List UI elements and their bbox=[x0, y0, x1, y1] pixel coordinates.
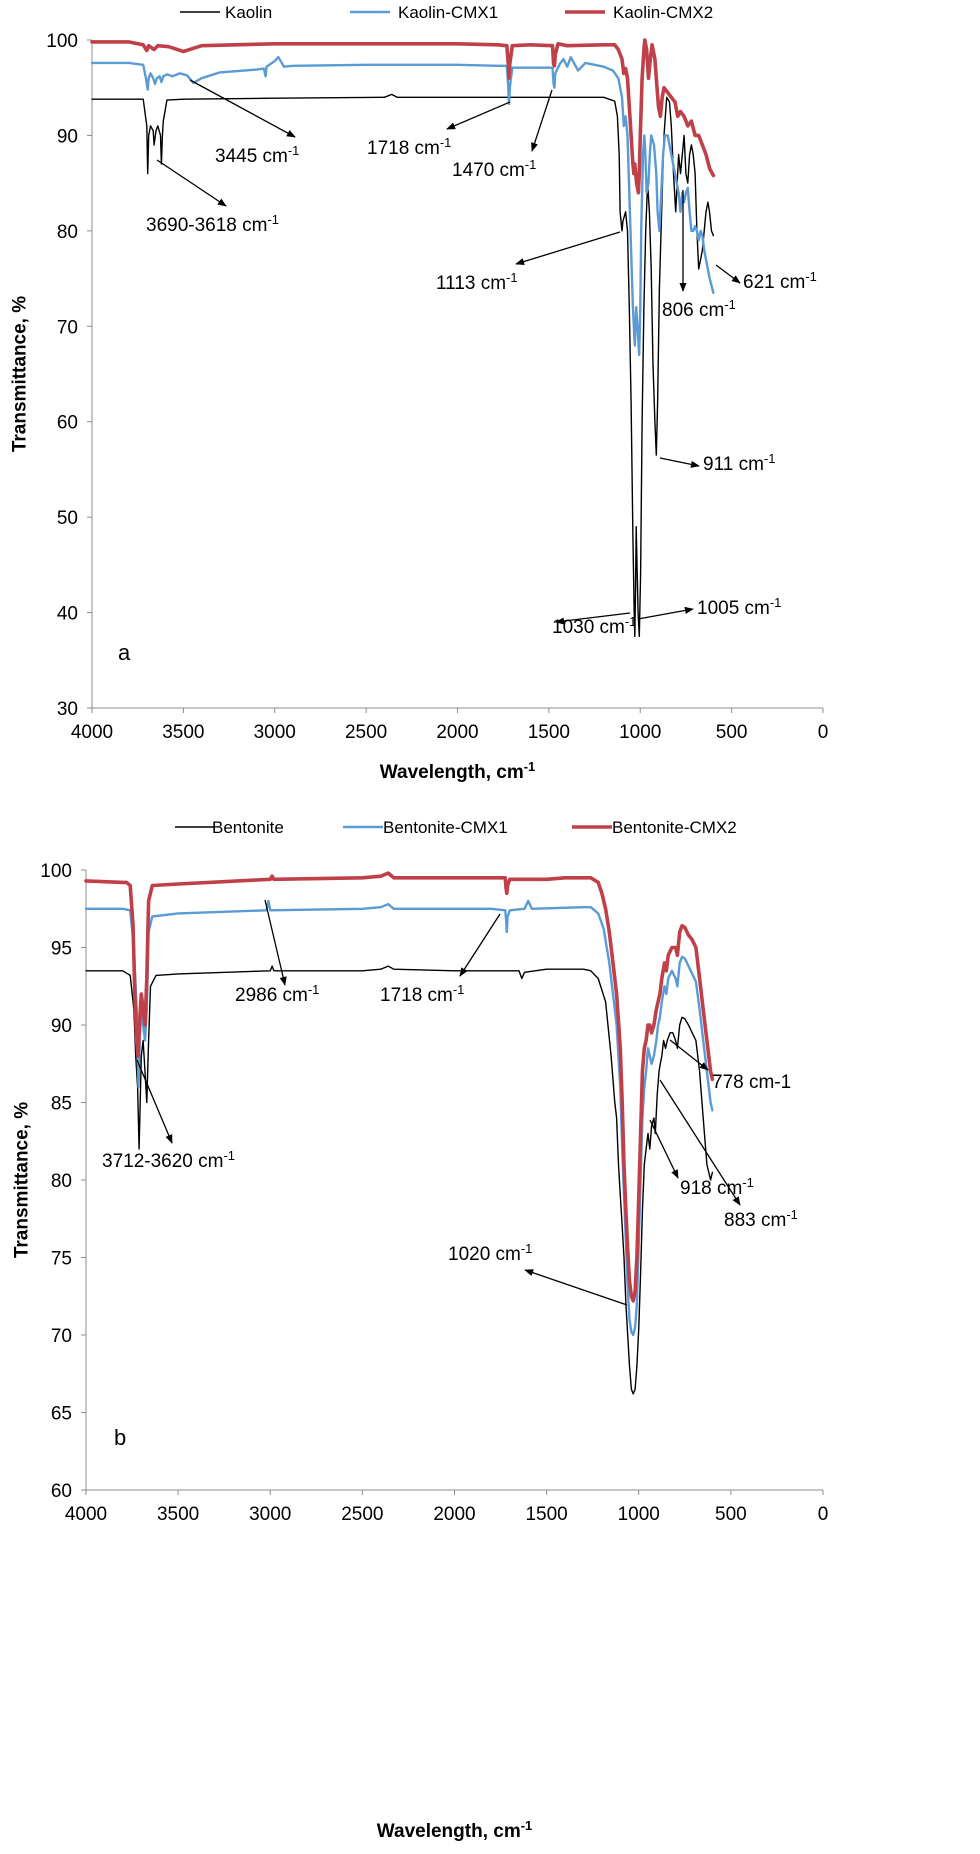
panel-a-chart: 4000 3500 3000 2500 2000 1500 1000 500 0 30 40 50 60… bbox=[10, 3, 829, 783]
x-tick-label: 3500 bbox=[162, 722, 204, 743]
peak-annotation-arrow bbox=[446, 101, 511, 130]
x-tick-label: 2500 bbox=[345, 722, 387, 743]
x-tick-label: 3000 bbox=[249, 1504, 291, 1525]
peak-annotation-arrow bbox=[715, 264, 741, 284]
legend-label-kaolin: Kaolin bbox=[225, 3, 272, 22]
peak-annotation-arrow bbox=[531, 89, 553, 152]
peak-annotation-label: 1005 cm-1 bbox=[697, 595, 781, 619]
x-tick-label: 2000 bbox=[433, 1504, 475, 1525]
peak-annotation-label: 3445 cm-1 bbox=[215, 143, 299, 167]
panel-b-chart: 4000 3500 3000 2500 2000 1500 1000 500 0 60 65 70 75… bbox=[12, 818, 829, 1842]
peak-annotation-label: 621 cm-1 bbox=[743, 269, 817, 293]
y-tick-label: 90 bbox=[51, 1016, 72, 1037]
y-tick-label: 40 bbox=[57, 604, 78, 625]
peak-annotation-label: 1113 cm-1 bbox=[436, 270, 518, 294]
peak-annotation-arrow bbox=[189, 79, 296, 138]
x-tick-label: 3000 bbox=[254, 722, 296, 743]
y-tick-label: 70 bbox=[57, 317, 78, 338]
x-tick-label: 500 bbox=[715, 1504, 747, 1525]
legend-label-bentonite-cmx2: Bentonite-CMX2 bbox=[612, 818, 737, 837]
x-tick-label: 2000 bbox=[436, 722, 478, 743]
peak-annotation-label: 1470 cm-1 bbox=[452, 157, 536, 181]
peak-annotation-label: 1030 cm-1 bbox=[552, 614, 636, 638]
peak-annotation-arrow bbox=[637, 606, 694, 620]
peak-annotation-label: 778 cm-1 bbox=[712, 1072, 791, 1093]
peak-annotation-label: 3712-3620 cm-1 bbox=[102, 1148, 235, 1172]
peak-annotation-label: 883 cm-1 bbox=[724, 1207, 798, 1231]
series-line-kaolin-cmx2 bbox=[90, 38, 716, 195]
peak-annotation-arrow bbox=[524, 1269, 628, 1306]
peak-annotation-label: 918 cm-1 bbox=[680, 1175, 754, 1199]
peak-annotation-arrow bbox=[659, 1079, 741, 1206]
y-tick-label: 80 bbox=[51, 1171, 72, 1192]
peak-annotation-label: 1718 cm-1 bbox=[367, 135, 451, 159]
x-tick-label: 1500 bbox=[528, 722, 570, 743]
peak-annotation-arrow bbox=[669, 1039, 709, 1071]
peak-annotation-arrow bbox=[459, 913, 501, 977]
peak-annotation-label: 911 cm-1 bbox=[703, 451, 775, 475]
series-line-bentonite-cmx1 bbox=[84, 899, 714, 1337]
peak-annotation-arrow bbox=[659, 457, 700, 468]
x-tick-label: 1000 bbox=[618, 1504, 660, 1525]
peak-annotation-arrow bbox=[264, 899, 287, 986]
y-tick-label: 90 bbox=[57, 126, 78, 147]
y-tick-label: 100 bbox=[46, 31, 78, 52]
peak-annotation-label: 806 cm-1 bbox=[662, 297, 736, 321]
peak-annotation-label: 1020 cm-1 bbox=[448, 1241, 532, 1265]
peak-annotation-arrow bbox=[649, 1119, 679, 1179]
x-tick-label: 0 bbox=[818, 722, 829, 743]
panel-label: a bbox=[118, 640, 131, 665]
x-tick-label: 1000 bbox=[619, 722, 661, 743]
y-tick-label: 50 bbox=[57, 508, 78, 529]
x-tick-label: 4000 bbox=[71, 722, 113, 743]
x-axis-title: Wavelength, cm-1 bbox=[377, 1818, 532, 1842]
y-tick-label: 60 bbox=[51, 1481, 72, 1502]
peak-annotation-arrow bbox=[555, 612, 631, 625]
legend-label-kaolin-cmx1: Kaolin-CMX1 bbox=[398, 3, 498, 22]
peak-annotation-label: 1718 cm-1 bbox=[380, 982, 464, 1006]
legend-label-kaolin-cmx2: Kaolin-CMX2 bbox=[613, 3, 713, 22]
x-tick-label: 0 bbox=[818, 1504, 829, 1525]
x-tick-label: 1500 bbox=[525, 1504, 567, 1525]
x-tick-label: 500 bbox=[716, 722, 748, 743]
x-axis-title: Wavelength, cm-1 bbox=[380, 759, 535, 783]
y-tick-label: 30 bbox=[57, 699, 78, 720]
y-axis-title: Transmittance, % bbox=[10, 296, 31, 452]
y-tick-label: 60 bbox=[57, 413, 78, 434]
y-tick-label: 85 bbox=[51, 1094, 72, 1115]
x-tick-label: 2500 bbox=[341, 1504, 383, 1525]
x-tick-label: 3500 bbox=[157, 1504, 199, 1525]
x-tick-label: 4000 bbox=[65, 1504, 107, 1525]
y-tick-label: 70 bbox=[51, 1326, 72, 1347]
peak-annotation-arrow bbox=[136, 1059, 173, 1144]
y-tick-label: 95 bbox=[51, 939, 72, 960]
y-tick-label: 100 bbox=[40, 861, 72, 882]
series-line-kaolin bbox=[91, 93, 715, 638]
y-tick-label: 80 bbox=[57, 222, 78, 243]
panel-label: b bbox=[114, 1425, 126, 1450]
peak-annotation-arrow bbox=[515, 231, 621, 266]
y-tick-label: 75 bbox=[51, 1249, 72, 1270]
legend-label-bentonite: Bentonite bbox=[212, 818, 284, 837]
series-line-bentonite bbox=[85, 965, 714, 1395]
legend-label-bentonite-cmx1: Bentonite-CMX1 bbox=[383, 818, 508, 837]
y-tick-label: 65 bbox=[51, 1404, 72, 1425]
peak-annotation-label: 2986 cm-1 bbox=[235, 982, 319, 1006]
peak-annotation-label: 3690-3618 cm-1 bbox=[146, 212, 279, 236]
y-axis-title: Transmittance, % bbox=[12, 1102, 33, 1258]
peak-annotation-arrow bbox=[156, 159, 227, 207]
series-line-bentonite-cmx2 bbox=[84, 871, 715, 1303]
